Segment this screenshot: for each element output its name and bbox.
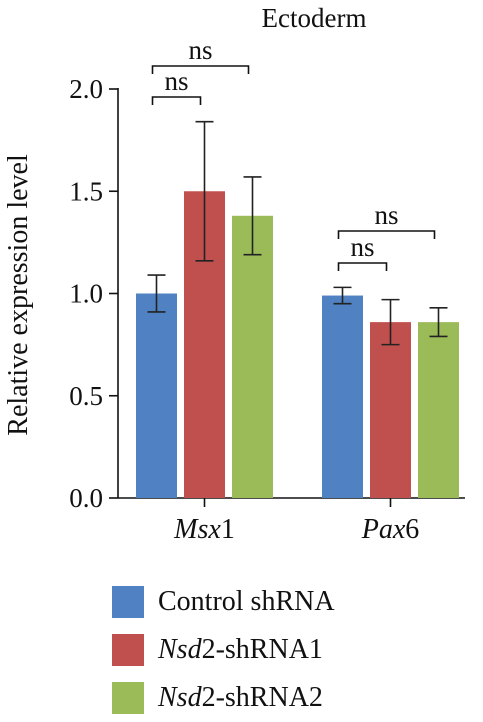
- legend-label-shrna2: Nsd2-shRNA2: [158, 682, 323, 713]
- x-axis: Msx1 Pax6: [118, 497, 465, 545]
- y-tick-label: 1.0: [69, 279, 103, 309]
- significance-label: ns: [374, 200, 398, 230]
- significance-bracket: [337, 262, 388, 271]
- y-axis: 0.0 0.5 1.0 1.5 2.0: [69, 74, 119, 513]
- bars: [136, 191, 459, 499]
- y-axis-label: Relative expression level: [3, 154, 34, 436]
- bar: [370, 322, 411, 498]
- bar: [322, 295, 363, 498]
- legend-label-shrna1: Nsd2-shRNA1: [158, 634, 323, 665]
- bar: [136, 293, 177, 498]
- significance-label: ns: [164, 66, 188, 96]
- legend: Control shRNA Nsd2-shRNA1 Nsd2-shRNA2: [112, 578, 335, 722]
- legend-item-control: Control shRNA: [112, 578, 335, 626]
- bar: [232, 215, 273, 499]
- significance-bracket: [151, 65, 250, 74]
- legend-swatch-shrna2: [112, 682, 144, 714]
- legend-item-shrna1: Nsd2-shRNA1: [112, 626, 335, 674]
- significance-label: ns: [188, 35, 212, 65]
- y-tick-label: 0.0: [69, 483, 103, 513]
- y-tick-label: 2.0: [69, 74, 103, 104]
- error-bars: [147, 120, 448, 346]
- chart-title: Ectoderm: [262, 3, 367, 33]
- legend-swatch-shrna1: [112, 634, 144, 666]
- x-tick-label: Msx1: [173, 514, 235, 545]
- significance-label: ns: [350, 232, 374, 262]
- legend-item-shrna2: Nsd2-shRNA2: [112, 674, 335, 722]
- bar: [418, 322, 459, 498]
- significance-bracket: [337, 230, 436, 239]
- y-tick-label: 0.5: [69, 381, 103, 411]
- x-tick-label: Pax6: [361, 514, 420, 545]
- bar-chart: Ectoderm Relative expression level 0.00.…: [3, 3, 465, 545]
- legend-label-control: Control shRNA: [158, 586, 335, 617]
- y-tick-label: 1.5: [69, 176, 103, 206]
- significance-bracket: [151, 96, 202, 105]
- legend-swatch-control: [112, 586, 144, 618]
